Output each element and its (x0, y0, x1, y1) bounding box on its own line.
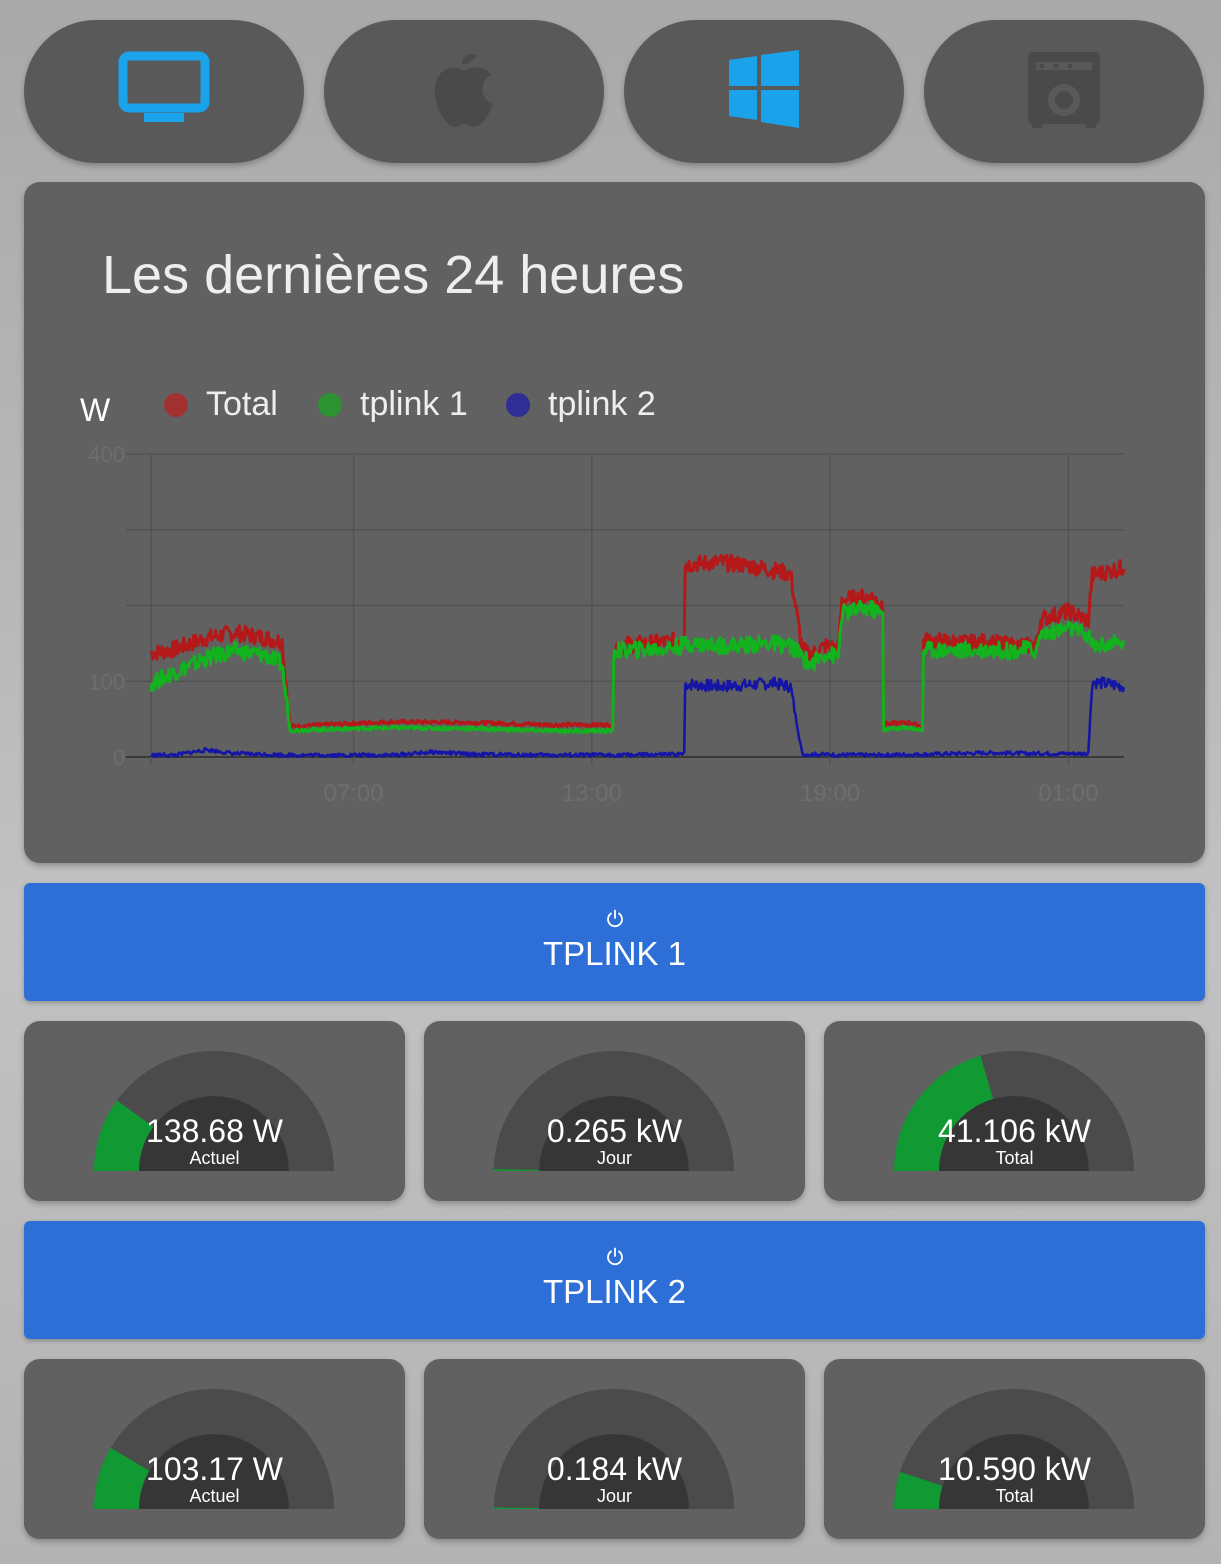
gauge-label: Total (995, 1148, 1034, 1168)
legend-item-tplink2[interactable]: tplink 2 (506, 385, 656, 424)
x-tick-label: 01:00 (1038, 780, 1098, 807)
tplink1-toggle-button[interactable]: TPLINK 1 (24, 883, 1205, 1001)
gauge-value: 10.590 kW (938, 1451, 1091, 1487)
tplink2-gauge-total[interactable]: 10.590 kW Total (824, 1359, 1205, 1539)
gauge-arc (494, 1051, 734, 1171)
gauge-label: Jour (596, 1148, 632, 1168)
y-tick-label: 400 (88, 442, 125, 467)
chart-title: Les dernières 24 heures (102, 245, 685, 305)
legend-label-tplink2: tplink 2 (548, 385, 656, 423)
history-chart-card: Les dernières 24 heures W Total tplink 1… (24, 182, 1205, 863)
gauge-fill (494, 1507, 540, 1509)
tplink1-label: TPLINK 1 (542, 935, 687, 972)
tplink2-gauge-jour[interactable]: 0.184 kW Jour (424, 1359, 805, 1539)
gauge-fill (94, 1100, 154, 1171)
gauge-arc (94, 1389, 334, 1509)
legend-dot-tplink1 (318, 392, 342, 417)
legend-label-tplink1: tplink 1 (360, 385, 468, 423)
tplink1-gauge-jour[interactable]: 0.265 kW Jour (424, 1021, 805, 1201)
tplink1-gauge-total[interactable]: 41.106 kW Total (824, 1021, 1205, 1201)
gauge-arc (494, 1389, 734, 1509)
gauge-value: 0.184 kW (546, 1451, 683, 1487)
amplifier-button[interactable] (924, 20, 1204, 163)
gauge-center (939, 1434, 1089, 1509)
gauge-arc (894, 1389, 1134, 1509)
power-line-chart: 400 100 0 07:00 13:00 19:00 01:00 (88, 442, 1126, 807)
tplink2-label: TPLINK 2 (542, 1273, 687, 1310)
gauge-value: 0.265 kW (546, 1113, 683, 1149)
gauge-arc (94, 1051, 334, 1171)
amplifier-icon (1026, 50, 1102, 133)
power-icon (605, 1247, 625, 1272)
gauge-track (94, 1051, 334, 1171)
series-line-tplink-2 (150, 676, 1126, 759)
apple-button[interactable] (324, 20, 604, 163)
gauge-center (539, 1434, 689, 1509)
windows-button[interactable] (624, 20, 904, 163)
gauge-label: Actuel (189, 1486, 240, 1506)
gauge-arc (894, 1051, 1134, 1171)
gauge-value: 103.17 W (146, 1451, 283, 1487)
gauge-label: Jour (596, 1486, 632, 1506)
gauge-fill (894, 1471, 943, 1509)
x-tick-label: 13:00 (562, 780, 622, 807)
gauge-value: 41.106 kW (938, 1113, 1091, 1149)
y-tick-label: 100 (88, 669, 125, 694)
legend-unit: W (80, 392, 111, 428)
gauge-fill (494, 1169, 540, 1171)
gauge-center (939, 1096, 1089, 1171)
gauge-track (494, 1389, 734, 1509)
legend-item-tplink1[interactable]: tplink 1 (318, 385, 468, 424)
tplink2-toggle-button[interactable]: TPLINK 2 (24, 1221, 1205, 1339)
power-icon (605, 909, 625, 934)
gauge-track (894, 1389, 1134, 1509)
gauge-center (139, 1096, 289, 1171)
series-line-tplink-1 (149, 599, 1126, 735)
gauge-label: Actuel (189, 1148, 240, 1168)
legend-dot-total (164, 392, 188, 417)
monitor-icon (118, 51, 210, 132)
legend-label-total: Total (206, 385, 278, 423)
apple-icon (429, 49, 499, 134)
y-tick-label: 0 (113, 745, 125, 770)
series-line-total (149, 553, 1126, 730)
gauge-center (139, 1434, 289, 1509)
windows-icon (729, 50, 799, 133)
gauge-track (94, 1389, 334, 1509)
gauge-center (539, 1096, 689, 1171)
gauge-track (494, 1051, 734, 1171)
tplink2-gauge-actuel[interactable]: 103.17 W Actuel (24, 1359, 405, 1539)
legend-item-total[interactable]: Total (164, 385, 278, 424)
gauge-fill (94, 1447, 150, 1509)
x-tick-label: 07:00 (324, 780, 384, 807)
monitor-button[interactable] (24, 20, 304, 163)
gauge-value: 138.68 W (146, 1113, 283, 1149)
gauge-label: Total (995, 1486, 1034, 1506)
tplink1-gauge-actuel[interactable]: 138.68 W Actuel (24, 1021, 405, 1201)
x-tick-label: 19:00 (800, 780, 860, 807)
gauge-fill (894, 1055, 994, 1171)
legend-dot-tplink2 (506, 392, 530, 417)
